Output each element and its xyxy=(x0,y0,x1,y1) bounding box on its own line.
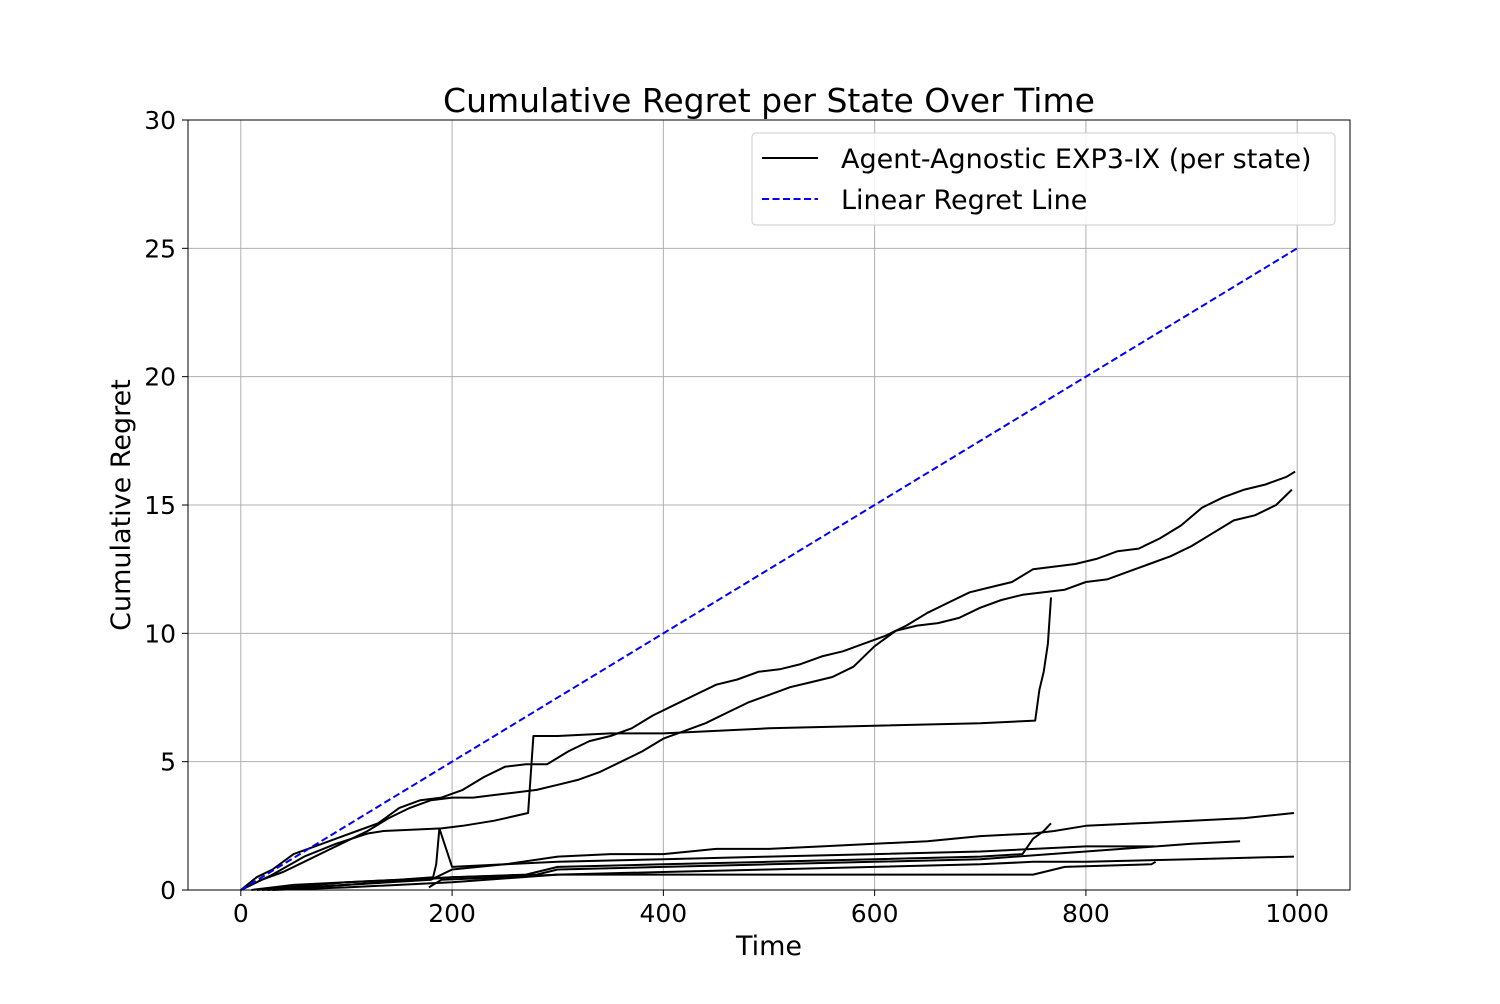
x-tick-label: 400 xyxy=(640,899,688,928)
y-axis-label: Cumulative Regret xyxy=(106,379,137,631)
legend-box xyxy=(751,132,1336,226)
x-axis-label: Time xyxy=(735,931,802,962)
regret-series-line-5 xyxy=(261,845,1155,891)
regret-series-line-8 xyxy=(428,860,1157,889)
y-axis-ticks: 0 5 10 15 20 25 30 xyxy=(144,106,188,905)
legend-label-linear: Linear Regret Line xyxy=(841,185,1087,216)
regret-series-line-2 xyxy=(240,597,1052,891)
regret-series-line-6 xyxy=(267,840,1241,891)
regret-series-line-4 xyxy=(256,822,1052,891)
series-layer xyxy=(240,247,1298,891)
x-axis-ticks: 0 200 400 600 800 1000 xyxy=(233,890,1329,928)
legend-label-agent: Agent-Agnostic EXP3-IX (per state) xyxy=(841,144,1312,175)
x-tick-label: 0 xyxy=(233,899,249,928)
y-tick-label: 5 xyxy=(160,748,176,777)
regret-series-line-0 xyxy=(240,470,1296,891)
x-tick-label: 200 xyxy=(428,899,476,928)
grid xyxy=(188,119,1350,891)
chart-title: Cumulative Regret per State Over Time xyxy=(443,81,1095,120)
x-tick-label: 600 xyxy=(851,899,899,928)
y-tick-label: 25 xyxy=(144,234,176,263)
y-tick-label: 0 xyxy=(160,876,176,905)
y-tick-label: 30 xyxy=(144,106,176,135)
linear-regret-line xyxy=(240,247,1298,891)
y-tick-label: 10 xyxy=(144,619,176,648)
y-tick-label: 20 xyxy=(144,363,176,392)
regret-series-line-1 xyxy=(240,488,1293,891)
legend: Agent-Agnostic EXP3-IX (per state) Linea… xyxy=(751,132,1336,226)
y-tick-label: 15 xyxy=(144,491,176,520)
x-tick-label: 800 xyxy=(1062,899,1110,928)
x-tick-label: 1000 xyxy=(1265,899,1329,928)
